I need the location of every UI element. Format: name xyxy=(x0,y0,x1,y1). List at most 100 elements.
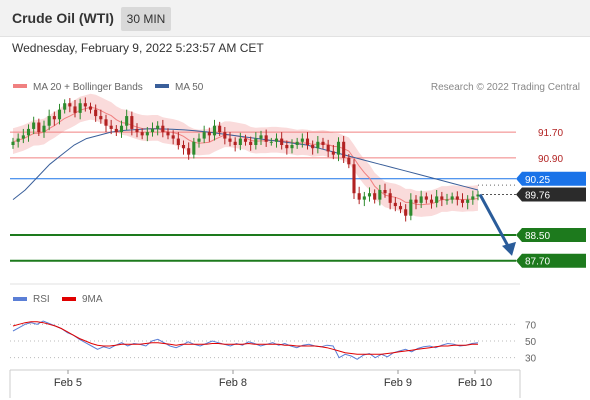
candle-body xyxy=(150,128,155,133)
bollinger-band xyxy=(13,93,478,217)
candle-body xyxy=(161,125,165,133)
rsi-tick-label: 30 xyxy=(525,354,537,365)
candle-body xyxy=(156,125,160,129)
candle-body xyxy=(435,196,439,203)
candle-body xyxy=(104,119,108,126)
candle-body xyxy=(388,193,392,203)
candle-body xyxy=(264,135,268,142)
candle-body xyxy=(125,116,129,126)
pivot-tag xyxy=(516,171,586,186)
forecast-arrow xyxy=(478,193,516,256)
candle-body xyxy=(32,122,36,129)
candle-body xyxy=(109,125,113,129)
candle-body xyxy=(228,138,232,142)
rsi-tick-label: 50 xyxy=(525,337,537,348)
candle-body xyxy=(207,132,211,136)
level-labels: 91.70 90.90 90.25 89.76 88.50 87.70 xyxy=(516,128,586,268)
candlesticks xyxy=(11,97,480,222)
candle-body xyxy=(274,138,279,142)
candle-body xyxy=(362,196,366,200)
support-tag xyxy=(516,253,586,268)
x-tick-label: Feb 10 xyxy=(458,377,492,389)
candle-body xyxy=(466,199,470,203)
timestamp: Wednesday, February 9, 2022 5:23:57 AM C… xyxy=(12,41,264,55)
candle-body xyxy=(383,190,387,194)
candle-body xyxy=(26,128,31,136)
candle-body xyxy=(357,193,361,200)
candle-body xyxy=(259,135,263,139)
candle-body xyxy=(57,109,62,120)
candle-body xyxy=(114,128,118,133)
candle-body xyxy=(331,151,335,155)
candle-body xyxy=(254,138,258,145)
candle-body xyxy=(440,196,444,200)
candle-body xyxy=(280,138,284,145)
rsi-ma-legend-swatch xyxy=(62,297,76,301)
candle-body xyxy=(197,138,201,142)
candle-body xyxy=(119,125,124,133)
candle-body xyxy=(285,145,289,149)
candle-body xyxy=(460,199,465,203)
bollinger-legend-label: MA 20 + Bollinger Bands xyxy=(33,82,143,93)
candle-body xyxy=(11,141,15,145)
candle-body xyxy=(352,164,356,194)
candle-body xyxy=(233,141,237,145)
resistance-label: 91.70 xyxy=(538,128,563,139)
x-tick-label: Feb 8 xyxy=(219,377,247,389)
pivot-label: 90.25 xyxy=(525,175,550,186)
candle-body xyxy=(367,193,372,197)
research-credit: Research © 2022 Trading Central xyxy=(431,82,580,93)
candle-body xyxy=(326,145,330,152)
candle-body xyxy=(476,194,480,197)
instrument-title: Crude Oil (WTI) xyxy=(12,10,114,26)
candle-body xyxy=(73,106,77,113)
rsi-panel: 70 50 30 xyxy=(10,320,537,365)
candle-body xyxy=(202,132,206,139)
rsi-legend-label: RSI xyxy=(33,294,50,305)
candle-body xyxy=(393,202,397,207)
candle-body xyxy=(336,141,341,155)
timeframe-button[interactable]: 30 MIN xyxy=(121,7,171,31)
candle-body xyxy=(419,196,423,203)
candle-body xyxy=(16,138,20,142)
candle-body xyxy=(166,132,170,136)
header-bar: Crude Oil (WTI) 30 MIN xyxy=(0,0,590,37)
candle-body xyxy=(218,125,222,133)
candle-body xyxy=(140,132,144,136)
last-price-label: 89.76 xyxy=(525,191,550,202)
candle-body xyxy=(424,196,428,200)
support-label: 87.70 xyxy=(525,257,550,268)
candle-body xyxy=(238,138,242,145)
candle-body xyxy=(455,196,459,200)
candle-body xyxy=(378,190,382,200)
candle-body xyxy=(269,141,273,143)
candle-body xyxy=(409,199,413,216)
candle-body xyxy=(305,138,310,145)
candle-body xyxy=(47,116,51,126)
candle-body xyxy=(78,103,82,113)
candle-body xyxy=(342,141,346,158)
candle-body xyxy=(316,141,320,149)
candle-body xyxy=(181,145,186,149)
candle-body xyxy=(471,196,475,200)
candle-body xyxy=(192,141,196,155)
candle-body xyxy=(21,135,25,139)
candle-body xyxy=(187,148,191,155)
support-tag xyxy=(516,228,586,242)
ma50-legend-swatch xyxy=(155,84,169,88)
resistance-label: 90.90 xyxy=(538,154,563,165)
candle-body xyxy=(300,138,304,142)
candle-body xyxy=(83,103,87,107)
candle-body xyxy=(42,125,46,133)
last-price-tag xyxy=(516,187,586,202)
candle-body xyxy=(212,125,217,136)
rsi-legend-swatch xyxy=(13,297,27,301)
x-tick-label: Feb 5 xyxy=(54,377,82,389)
candle-body xyxy=(243,138,248,142)
candle-body xyxy=(295,141,299,145)
candle-body xyxy=(290,145,294,149)
candle-body xyxy=(445,199,449,201)
candle-body xyxy=(94,109,98,117)
candle-body xyxy=(171,135,175,139)
